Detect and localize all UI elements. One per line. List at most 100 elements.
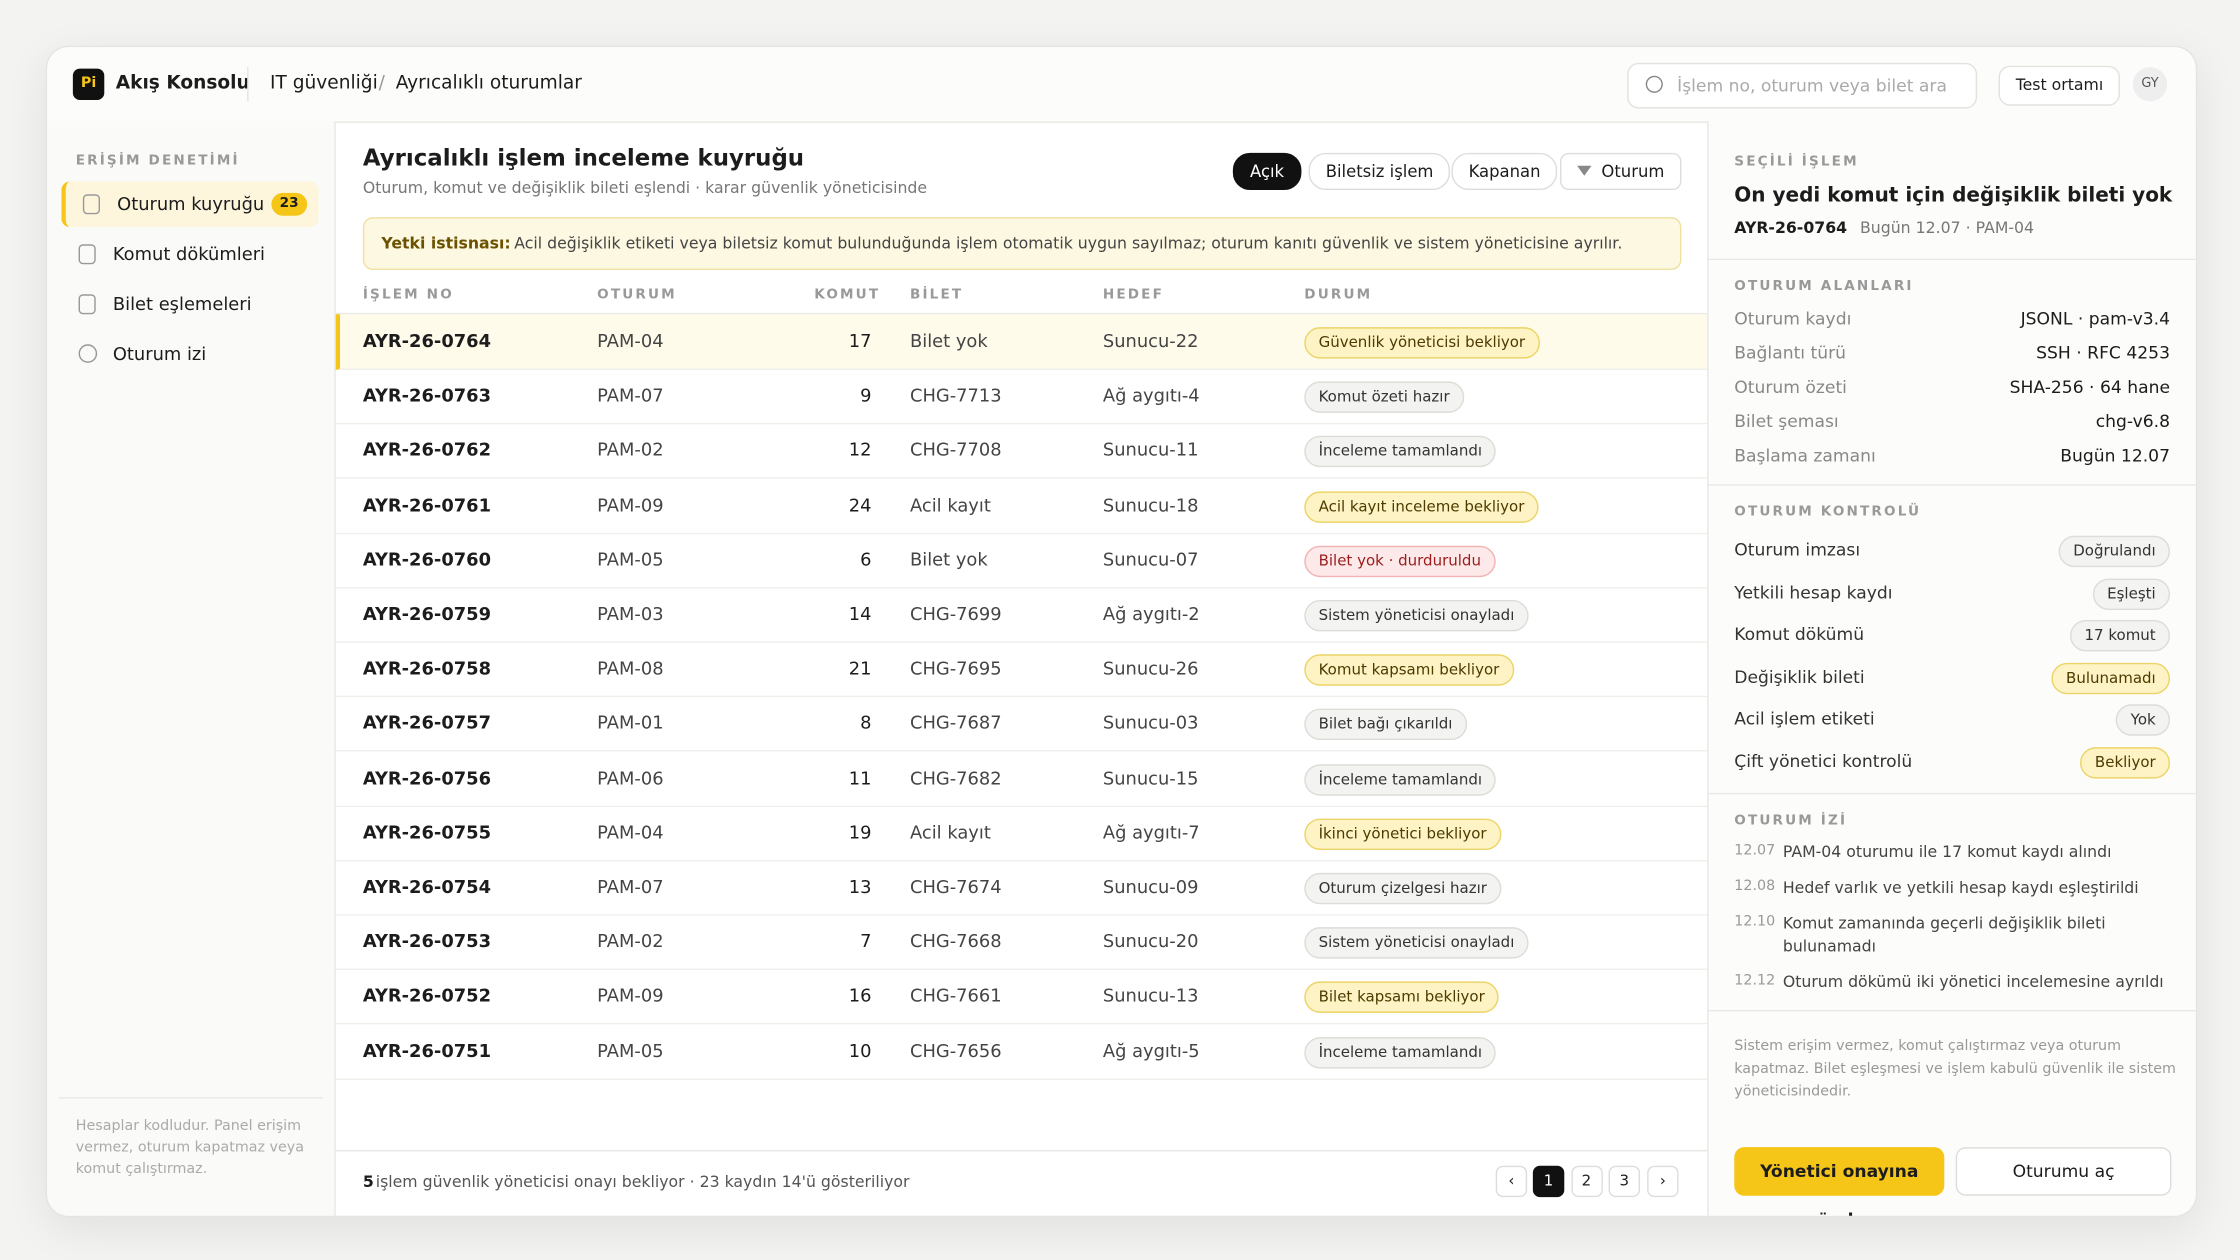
section-title: OTURUM İZİ [1734,812,1848,829]
column-header: BİLET [909,287,964,303]
table-row[interactable]: AYR-26-0761 PAM-09 24 Acil kayıt Sunucu-18 Ac… [335,478,1709,534]
table-row[interactable]: AYR-26-0759 PAM-03 14 CHG-7699 Ağ aygıtı-2 Si… [335,587,1709,643]
table-row[interactable]: AYR-26-0764 PAM-04 17 Bilet yok Sunucu-22 Güv… [335,314,1713,370]
status-badge: Sistem yöneticisi onayladı [1304,599,1529,632]
status-badge: Güvenlik yöneticisi bekliyor [1304,327,1540,359]
command-count: 11 [848,766,872,788]
transaction-id: AYR-26-0759 [362,602,492,625]
sidebar-note: Hesaplar kodludur. Panel erişim vermez, … [75,1118,305,1178]
session: PAM-09 [597,984,664,1007]
control-label: Komut dökümü [1734,624,1865,645]
nav-label: Bilet eşlemeleri [112,292,252,315]
command-count: 8 [860,711,872,734]
primary-button[interactable]: Yönetici onayına gönder [1734,1147,1945,1216]
control: Acil işlem etiketi Yok [1734,704,2170,736]
field-label: Bilet şeması [1734,411,1839,432]
nav-label: Oturum izi [112,342,207,365]
command-count: 24 [848,493,872,516]
detail-note: Sistem erişim vermez, komut çalıştırmaz … [1734,1038,2176,1100]
filter-button[interactable]: Biletsiz işlem [1308,152,1451,190]
ticket: Acil kayıt [909,493,991,516]
status-badge: İnceleme tamamlandı [1304,763,1497,796]
filter-button[interactable]: Kapanan [1451,152,1558,190]
detail-meta: Bugün 12.07 · PAM-04 [1859,218,2035,238]
control-status: Eşleşti [2092,577,2170,610]
transaction-id: AYR-26-0756 [362,766,492,788]
table-row[interactable]: AYR-26-0756 PAM-06 11 CHG-7682 Sunucu-15 İnce… [335,751,1709,807]
table-row[interactable]: AYR-26-0758 PAM-08 21 CHG-7695 Sunucu-26 Komu… [335,642,1709,698]
page-subtitle: Oturum, komut ve değişiklik bileti eşlen… [362,178,928,198]
transaction-id: AYR-26-0761 [362,493,492,516]
table-row[interactable]: AYR-26-0760 PAM-05 6 Bilet yok Sunucu-07 Bile… [335,533,1709,589]
ticket: CHG-7699 [909,602,1002,625]
table-row[interactable]: AYR-26-0754 PAM-07 13 CHG-7674 Sunucu-09 Otur… [335,860,1709,916]
nav-label: Oturum kuyruğu [117,192,265,215]
nav-item[interactable]: Bilet eşlemeleri [61,281,318,327]
page-number[interactable]: 3 [1608,1165,1640,1198]
control-label: Çift yönetici kontrolü [1734,750,1913,771]
control-label: Acil işlem etiketi [1734,708,1875,729]
table-row[interactable]: AYR-26-0757 PAM-01 8 CHG-7687 Sunucu-03 Bilet… [335,696,1709,752]
command-count: 7 [860,930,872,952]
table-row[interactable]: AYR-26-0753 PAM-02 7 CHG-7668 Sunucu-20 Siste… [335,915,1709,971]
page-prev[interactable]: ‹ [1495,1165,1528,1198]
field: Oturum kaydı JSONL · pam-v3.4 [1734,304,2170,333]
trail-time: 12.08 [1734,878,1776,895]
filter-icon [1577,165,1592,176]
separator [1708,258,2196,260]
status-badge: Oturum çizelgesi hazır [1304,872,1502,905]
breadcrumb[interactable]: Ayrıcalıklı oturumlar [395,72,582,95]
nav-icon [82,194,100,215]
control-status: Bulunamadı [2051,662,2170,694]
field-label: Başlama zamanı [1734,445,1876,466]
filter-button[interactable]: Açık [1232,152,1302,190]
separator [1708,1009,2196,1012]
nav-item[interactable]: Komut dökümleri [61,231,318,277]
transaction-id: AYR-26-0754 [362,875,492,898]
session: PAM-04 [597,821,664,843]
search-placeholder: İşlem no, oturum veya bilet ara [1677,75,1947,96]
control: Çift yönetici kontrolü Bekliyor [1734,746,2170,778]
secondary-button[interactable]: Oturumu aç [1955,1147,2172,1196]
column-header: HEDEF [1102,287,1165,303]
environment-button[interactable]: Test ortamı [1998,65,2121,106]
alert-label: Yetki istisnası: [381,234,511,253]
control-status: Yok [2116,704,2170,736]
transaction-id: AYR-26-0755 [362,821,492,843]
detail-id: AYR-26-0764 [1734,218,1848,238]
divider [335,1149,1709,1152]
column-header: KOMUT [814,287,881,303]
search-icon [1645,75,1663,93]
table-row[interactable]: AYR-26-0751 PAM-05 10 CHG-7656 Ağ aygıtı-5 İn… [335,1024,1709,1080]
ticket: CHG-7713 [909,384,1002,406]
ticket: CHG-7682 [909,766,1002,788]
session: PAM-09 [597,493,664,516]
nav-badge: 23 [271,192,308,216]
command-count: 9 [860,384,872,406]
footer-count: 5 [362,1172,374,1192]
table-row[interactable]: AYR-26-0752 PAM-09 16 CHG-7661 Sunucu-13 Bile… [335,969,1709,1025]
divider [58,1097,323,1099]
breadcrumb[interactable]: IT güvenliği [269,72,378,95]
search-box[interactable]: İşlem no, oturum veya bilet ara [1627,62,1978,109]
page-next[interactable]: › [1647,1165,1679,1198]
command-count: 14 [848,602,872,625]
nav-item[interactable]: Oturum kuyruğu 23 [61,181,319,228]
ticket: CHG-7656 [909,1039,1002,1061]
target: Sunucu-18 [1102,493,1199,516]
status-badge: Komut kapsamı bekliyor [1304,654,1514,686]
ticket: CHG-7687 [909,711,1002,734]
table-row[interactable]: AYR-26-0763 PAM-07 9 CHG-7713 Ağ aygıtı-4 Kom… [335,369,1709,425]
page-number[interactable]: 1 [1532,1165,1565,1198]
ticket: Acil kayıt [909,821,991,843]
command-count: 12 [848,439,872,461]
control-label: Oturum imzası [1734,539,1861,560]
session: PAM-02 [597,930,664,952]
nav-item[interactable]: Oturum izi [61,331,318,377]
table-row[interactable]: AYR-26-0762 PAM-02 12 CHG-7708 Sunucu-11 İnce… [335,423,1709,480]
control-label: Yetkili hesap kaydı [1734,582,1893,603]
page-number[interactable]: 2 [1570,1165,1603,1198]
table-row[interactable]: AYR-26-0755 PAM-04 19 Acil kayıt Ağ aygıtı-7… [335,805,1709,862]
filter-button[interactable]: Oturum [1559,152,1682,190]
avatar[interactable]: GY [2132,67,2168,102]
